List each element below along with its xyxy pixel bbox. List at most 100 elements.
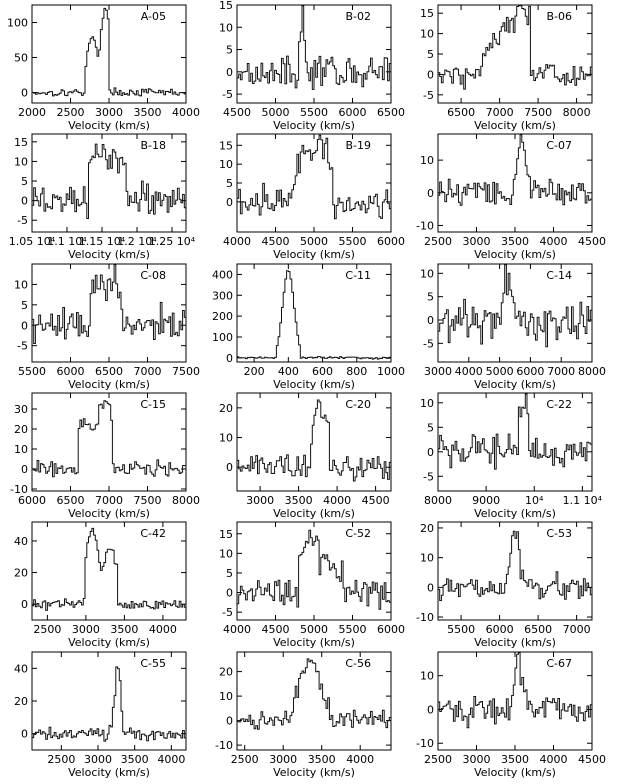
x-tick-label: 1000 bbox=[377, 365, 405, 378]
y-tick-label: 40 bbox=[14, 535, 28, 548]
x-tick-label: 7000 bbox=[134, 365, 162, 378]
spectrum-line bbox=[32, 527, 186, 611]
x-tick-label: 1.1 10⁴ bbox=[563, 494, 603, 507]
x-tick-label: 3000 bbox=[463, 753, 491, 766]
x-tick-label: 7000 bbox=[95, 494, 123, 507]
x-axis-label: Velocity (km/s) bbox=[474, 507, 556, 520]
x-axis-label: Velocity (km/s) bbox=[68, 636, 150, 649]
y-tick-label: -5 bbox=[222, 606, 233, 619]
spectrum-line bbox=[438, 264, 592, 348]
x-tick-label: 5500 bbox=[339, 623, 367, 636]
y-tick-label: 0 bbox=[226, 196, 233, 209]
x-axis-label: Velocity (km/s) bbox=[273, 119, 355, 132]
y-tick-label: 20 bbox=[14, 423, 28, 436]
x-axis-label: Velocity (km/s) bbox=[474, 378, 556, 391]
x-tick-label: 4500 bbox=[262, 235, 290, 248]
spectrum-panel: 4000 4500 5000 5500 6000 -5 0 5 10 15 Velocity (km… bbox=[219, 521, 405, 649]
x-tick-label: 6000 bbox=[516, 365, 544, 378]
x-tick-label: 4000 bbox=[172, 106, 200, 119]
plot-frame bbox=[236, 263, 392, 363]
x-tick-label: 2500 bbox=[33, 623, 61, 636]
x-tick-label: 3000 bbox=[424, 365, 452, 378]
x-tick-label: 4000 bbox=[455, 365, 483, 378]
plot-frame bbox=[236, 392, 392, 492]
y-tick-label: 0 bbox=[21, 87, 28, 100]
spectrum-line bbox=[438, 652, 592, 729]
y-tick-label: 10 bbox=[14, 443, 28, 456]
y-tick-label: 10 bbox=[420, 397, 434, 410]
spectrum-line bbox=[32, 666, 186, 742]
y-tick-label: -5 bbox=[17, 214, 28, 227]
y-tick-label: 300 bbox=[212, 289, 233, 302]
panel-title: C-52 bbox=[345, 527, 371, 540]
spectrum-panel: 4000 4500 5000 5500 6000 0 5 10 15 Velocity (km/s… bbox=[219, 133, 405, 261]
x-tick-label: 2500 bbox=[424, 753, 452, 766]
x-tick-label: 7500 bbox=[524, 106, 552, 119]
spectrum-panel: 3000 4000 5000 6000 7000 8000 -5 0 5 10 Velocity (… bbox=[420, 263, 606, 391]
x-tick-label: 3000 bbox=[246, 494, 274, 507]
y-tick-label: 5 bbox=[427, 48, 434, 61]
spectrum-panel: 2000 2500 3000 3500 4000 0 50 100 Velocity (km/s… bbox=[7, 4, 200, 132]
x-tick-label: 200 bbox=[244, 365, 265, 378]
y-tick-label: 5 bbox=[427, 291, 434, 304]
y-tick-label: 15 bbox=[219, 139, 233, 152]
y-tick-label: 10 bbox=[219, 158, 233, 171]
spectrum-line bbox=[438, 5, 592, 90]
spectrum-line bbox=[237, 270, 391, 360]
x-tick-label: 8000 bbox=[578, 365, 606, 378]
x-tick-label: 4000 bbox=[540, 235, 568, 248]
x-tick-label: 1.2 10⁴ bbox=[117, 235, 157, 248]
y-tick-label: -5 bbox=[423, 89, 434, 102]
spectrum-panel: 6500 7000 7500 8000 -5 0 5 10 15 Velocity (km/s) B… bbox=[420, 4, 593, 132]
plot-frame bbox=[31, 133, 187, 233]
x-tick-label: 6000 bbox=[18, 494, 46, 507]
y-tick-label: 0 bbox=[21, 598, 28, 611]
y-tick-label: 0 bbox=[226, 715, 233, 728]
x-tick-label: 4000 bbox=[540, 753, 568, 766]
x-tick-label: 7500 bbox=[134, 494, 162, 507]
y-tick-label: 0 bbox=[21, 319, 28, 332]
x-axis-label: Velocity (km/s) bbox=[273, 248, 355, 261]
x-tick-label: 4000 bbox=[223, 623, 251, 636]
x-axis-label: Velocity (km/s) bbox=[273, 636, 355, 649]
spectrum-panel: 2500 3000 3500 4000 0 20 40 Velocity (km/s) C-55 bbox=[14, 651, 187, 779]
x-tick-label: 3000 bbox=[269, 753, 297, 766]
y-tick-label: 10 bbox=[420, 552, 434, 565]
x-axis-label: Velocity (km/s) bbox=[273, 378, 355, 391]
y-tick-label: 0 bbox=[427, 703, 434, 716]
x-tick-label: 3500 bbox=[110, 623, 138, 636]
panel-title: B-06 bbox=[546, 10, 572, 23]
y-tick-label: 40 bbox=[14, 662, 28, 675]
y-tick-label: 10 bbox=[420, 670, 434, 683]
spectrum-panel: 5500 6000 6500 7000 7500 -5 0 5 10 Velocity (km/s… bbox=[14, 263, 200, 391]
x-tick-label: 6500 bbox=[95, 365, 123, 378]
y-tick-label: -10 bbox=[416, 737, 434, 750]
y-tick-label: 0 bbox=[21, 728, 28, 741]
y-tick-label: 10 bbox=[219, 547, 233, 560]
x-axis-label: Velocity (km/s) bbox=[68, 119, 150, 132]
panel-title: C-08 bbox=[140, 269, 166, 282]
y-tick-label: 30 bbox=[14, 403, 28, 416]
x-tick-label: 1.1 10⁴ bbox=[47, 235, 87, 248]
x-tick-label: 5000 bbox=[262, 106, 290, 119]
y-tick-label: 15 bbox=[420, 7, 434, 20]
x-axis-label: Velocity (km/s) bbox=[68, 766, 150, 779]
spectrum-panel: 8000 9000 10⁴ 1.1 10⁴ -5 0 5 10 Velocity (km/s) C… bbox=[420, 392, 603, 520]
spectrum-line bbox=[32, 264, 186, 344]
y-tick-label: 15 bbox=[219, 0, 233, 12]
y-tick-label: -10 bbox=[416, 611, 434, 624]
spectrum-panel: 5500 6000 6500 7000 -10 0 10 20 Velocity (km/s) C… bbox=[416, 521, 593, 649]
x-tick-label: 6000 bbox=[486, 623, 514, 636]
y-tick-label: 20 bbox=[420, 522, 434, 535]
x-tick-label: 6500 bbox=[524, 623, 552, 636]
x-tick-label: 800 bbox=[346, 365, 367, 378]
y-tick-label: -5 bbox=[222, 88, 233, 101]
plot-frame bbox=[31, 521, 187, 621]
x-tick-label: 1.15 10⁴ bbox=[79, 235, 126, 248]
x-axis-label: Velocity (km/s) bbox=[273, 507, 355, 520]
spectrum-line bbox=[237, 658, 391, 730]
x-tick-label: 4500 bbox=[578, 753, 606, 766]
x-tick-label: 3500 bbox=[121, 753, 149, 766]
spectrum-panel: 6000 6500 7000 7500 8000 -10 0 10 20 30 Velocity (… bbox=[10, 392, 200, 520]
